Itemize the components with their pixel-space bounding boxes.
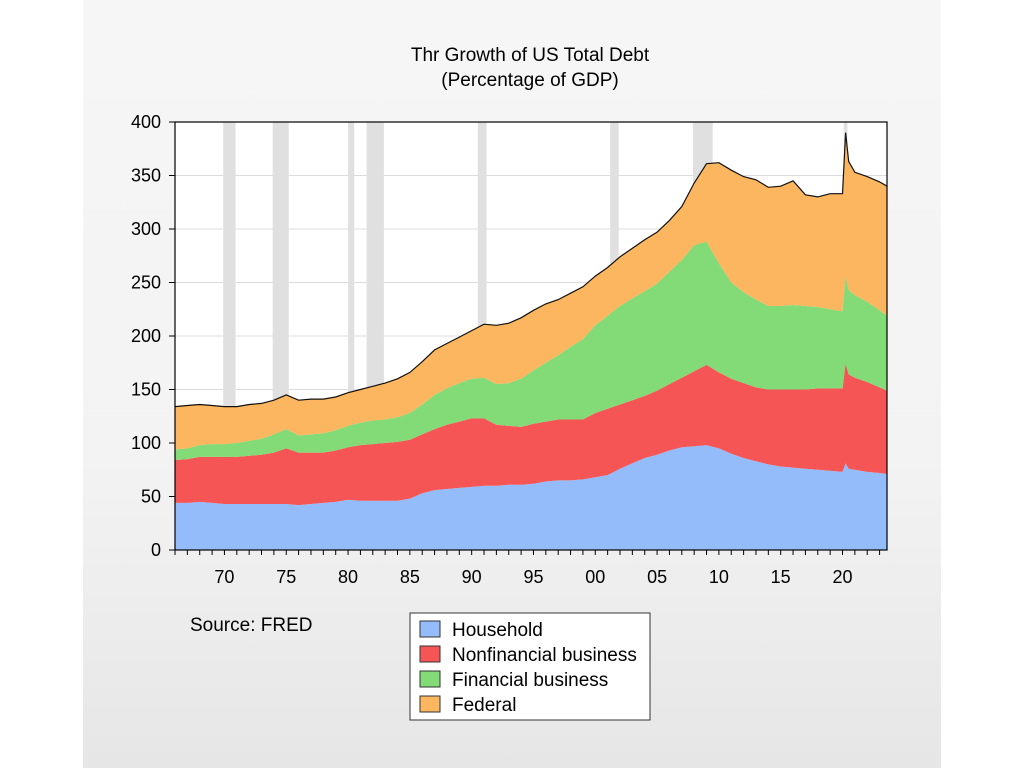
legend-label-federal: Federal xyxy=(452,695,516,716)
total-debt-line xyxy=(174,132,888,408)
source-note: Source: FRED xyxy=(190,615,312,636)
legend-swatch-financial-business xyxy=(419,670,441,688)
y-tick-label-150: 150 xyxy=(131,380,161,400)
chart-panel: Thr Growth of US Total Debt (Percentage … xyxy=(83,0,941,768)
x-tick-label-00: 00 xyxy=(585,567,605,587)
x-tick-label-05: 05 xyxy=(647,567,667,587)
y-tick-label-300: 300 xyxy=(131,219,161,239)
x-tick-label-75: 75 xyxy=(276,567,296,587)
legend-swatch-household xyxy=(419,620,441,638)
debt-chart: Thr Growth of US Total Debt (Percentage … xyxy=(131,45,888,721)
y-tick-label-50: 50 xyxy=(141,487,161,507)
legend: Household Nonfinancial business Financial … xyxy=(409,612,651,721)
legend-swatch-federal xyxy=(419,695,441,713)
legend-label-nonfinancial-business: Nonfinancial business xyxy=(452,645,637,666)
area-financial-business xyxy=(175,241,887,461)
y-tick-label-200: 200 xyxy=(131,326,161,346)
area-household xyxy=(175,445,887,550)
y-tick-label-350: 350 xyxy=(131,166,161,186)
x-tick-label-95: 95 xyxy=(523,567,543,587)
chart-title: Thr Growth of US Total Debt xyxy=(411,45,650,66)
y-tick-label-400: 400 xyxy=(131,112,161,132)
legend-box xyxy=(409,612,651,721)
y-tick-label-0: 0 xyxy=(151,540,161,560)
y-tick-label-250: 250 xyxy=(131,273,161,293)
x-tick-label-10: 10 xyxy=(709,567,729,587)
area-federal xyxy=(175,132,887,450)
x-tick-label-70: 70 xyxy=(214,567,234,587)
chart-subtitle: (Percentage of GDP) xyxy=(441,70,618,91)
stacked-areas xyxy=(174,132,888,550)
y-tick-label-100: 100 xyxy=(131,433,161,453)
recession-band-3 xyxy=(348,122,355,550)
x-tick-label-80: 80 xyxy=(338,567,358,587)
area-nonfinancial-business xyxy=(175,363,887,506)
axes: 0 50 100 150 200 250 300 350 400 70 75 80 85 90 95 00 05… xyxy=(131,112,881,587)
legend-swatch-nonfinancial-business xyxy=(419,645,441,663)
x-tick-label-90: 90 xyxy=(462,567,482,587)
x-tick-label-20: 20 xyxy=(832,567,852,587)
legend-label-household: Household xyxy=(452,620,543,641)
x-tick-label-85: 85 xyxy=(400,567,420,587)
legend-label-financial-business: Financial business xyxy=(452,670,608,691)
x-tick-label-15: 15 xyxy=(771,567,791,587)
